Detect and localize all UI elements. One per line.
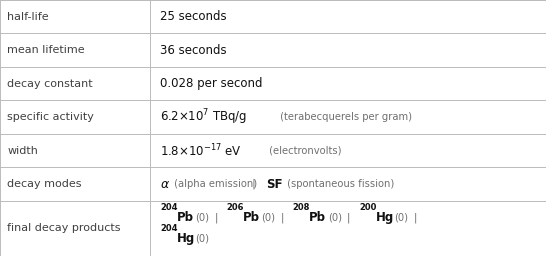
Text: 204: 204 bbox=[160, 203, 177, 212]
Text: Pb: Pb bbox=[310, 211, 327, 224]
Text: 200: 200 bbox=[359, 203, 376, 212]
Text: decay constant: decay constant bbox=[7, 79, 93, 89]
Text: $6.2{\times}10^{7}$ TBq/g: $6.2{\times}10^{7}$ TBq/g bbox=[160, 107, 247, 127]
Text: (0): (0) bbox=[262, 212, 276, 222]
Text: 206: 206 bbox=[227, 203, 244, 212]
Text: 0.028 per second: 0.028 per second bbox=[160, 77, 263, 90]
Text: |: | bbox=[347, 212, 351, 223]
Text: 204: 204 bbox=[160, 224, 177, 233]
Text: Hg: Hg bbox=[376, 211, 394, 224]
Text: |: | bbox=[413, 212, 417, 223]
Text: (electronvolts): (electronvolts) bbox=[266, 146, 342, 156]
Text: $\it{\alpha}$: $\it{\alpha}$ bbox=[160, 178, 170, 190]
Text: (alpha emission): (alpha emission) bbox=[171, 179, 257, 189]
Text: (0): (0) bbox=[328, 212, 342, 222]
Text: (terabecquerels per gram): (terabecquerels per gram) bbox=[277, 112, 412, 122]
Text: decay modes: decay modes bbox=[7, 179, 81, 189]
Text: (0): (0) bbox=[394, 212, 408, 222]
Text: Pb: Pb bbox=[243, 211, 260, 224]
Text: Pb: Pb bbox=[177, 211, 194, 224]
Text: |: | bbox=[281, 212, 284, 223]
Text: (0): (0) bbox=[195, 212, 209, 222]
Text: 208: 208 bbox=[293, 203, 310, 212]
Text: specific activity: specific activity bbox=[7, 112, 94, 122]
Text: |: | bbox=[246, 179, 262, 189]
Text: half-life: half-life bbox=[7, 12, 49, 22]
Text: (0): (0) bbox=[195, 233, 209, 243]
Text: 36 seconds: 36 seconds bbox=[160, 44, 227, 57]
Text: (spontaneous fission): (spontaneous fission) bbox=[284, 179, 394, 189]
Text: $1.8{\times}10^{-17}$ eV: $1.8{\times}10^{-17}$ eV bbox=[160, 142, 242, 159]
Text: SF: SF bbox=[266, 178, 282, 190]
Text: 25 seconds: 25 seconds bbox=[160, 10, 227, 23]
Text: width: width bbox=[7, 146, 38, 156]
Text: mean lifetime: mean lifetime bbox=[7, 45, 85, 55]
Text: final decay products: final decay products bbox=[7, 223, 121, 233]
Text: Hg: Hg bbox=[177, 232, 195, 245]
Text: |: | bbox=[215, 212, 218, 223]
